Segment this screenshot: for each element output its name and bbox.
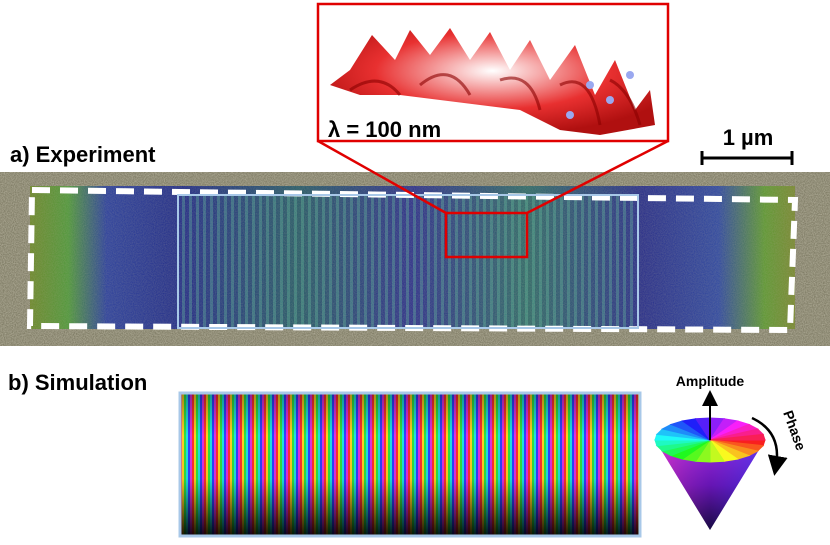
- wavelength-label: λ = 100 nm: [328, 117, 441, 142]
- surface: [330, 28, 655, 135]
- panel-label: b) Simulation: [8, 370, 147, 395]
- amplitude-label: Amplitude: [676, 373, 745, 389]
- dip: [606, 96, 614, 104]
- phase-label: Phase: [780, 408, 809, 452]
- hue-wedge: [709, 433, 766, 441]
- experiment-image: [0, 172, 830, 346]
- cone-tint: [655, 440, 765, 530]
- panel-label: a) Experiment: [10, 142, 156, 167]
- zoom-line: [526, 139, 669, 215]
- zoom-box: [444, 211, 529, 259]
- color-cone: [654, 417, 766, 530]
- simulation-image: [178, 391, 642, 538]
- dip: [626, 71, 634, 79]
- surface-shading: [349, 73, 642, 126]
- shade: [180, 393, 640, 536]
- scale-bar: [700, 151, 794, 165]
- sample-noise: [30, 186, 795, 329]
- dip: [586, 81, 594, 89]
- scale-bar-label: 1 µm: [723, 125, 774, 150]
- phase-arrow: [751, 416, 788, 476]
- zoom-line: [317, 139, 447, 215]
- region-box: [177, 194, 639, 329]
- inset: λ = 100 nm: [316, 2, 670, 143]
- dip: [566, 111, 574, 119]
- frame: [178, 391, 642, 538]
- dashed-outline: [26, 186, 799, 334]
